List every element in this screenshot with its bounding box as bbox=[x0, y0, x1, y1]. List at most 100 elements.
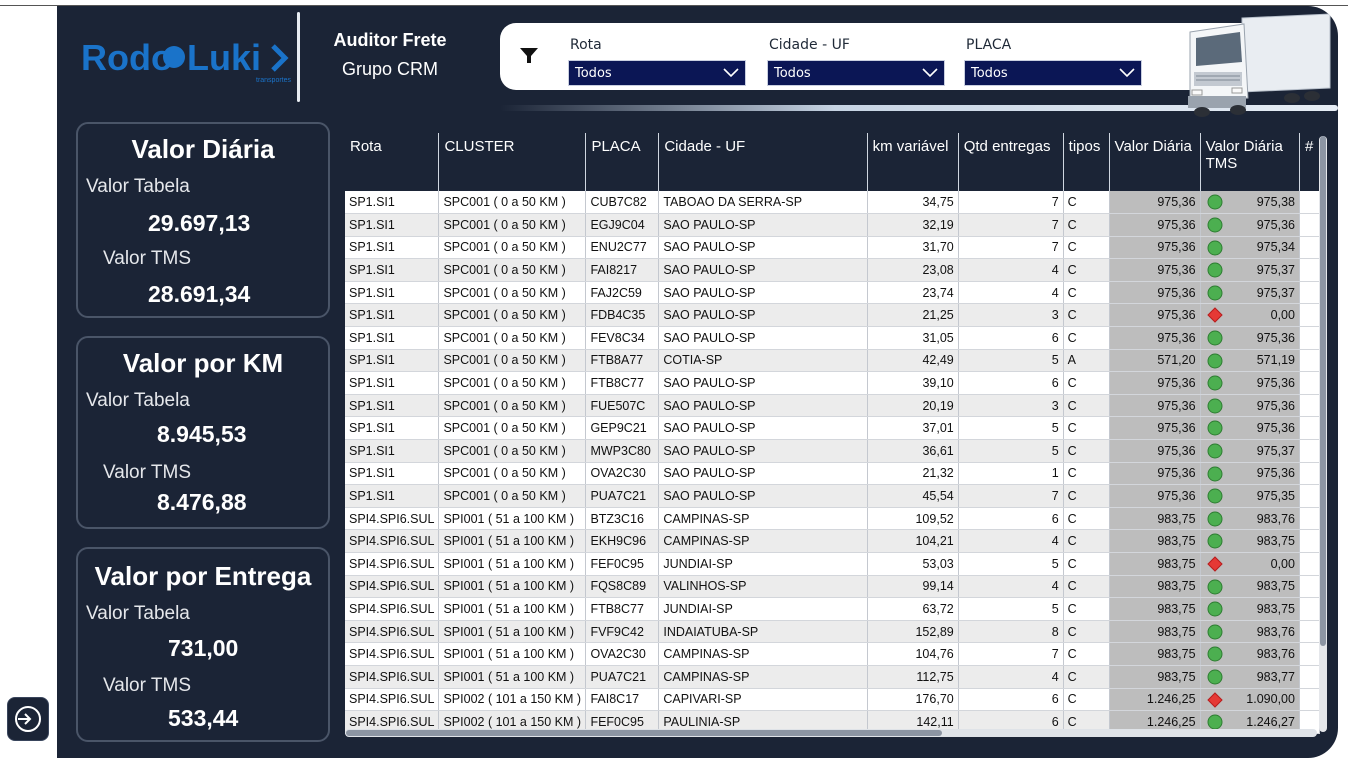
cell-rota: SPI4.SPI6.SUL bbox=[345, 710, 440, 734]
cell-valor-diaria-tms-value: 1.246,27 bbox=[1246, 714, 1295, 729]
table-row[interactable]: SP1.SI1 SPC001 ( 0 a 50 KM ) FUE507C SAO PA… bbox=[345, 394, 1321, 418]
table-row[interactable]: SPI4.SPI6.SUL SPI001 ( 51 a 100 KM ) FTB8C… bbox=[345, 597, 1321, 621]
cell-km: 31,05 bbox=[867, 326, 959, 350]
cell-extra bbox=[1299, 552, 1321, 576]
cell-rota: SP1.SI1 bbox=[345, 349, 440, 373]
card-km-value-tms: 8.476,88 bbox=[157, 489, 247, 515]
cell-km: 42,49 bbox=[867, 349, 959, 373]
table-row[interactable]: SPI4.SPI6.SUL SPI002 ( 101 a 150 KM ) FEF0… bbox=[345, 710, 1321, 734]
table-row[interactable]: SP1.SI1 SPC001 ( 0 a 50 KM ) FAJ2C59 SAO PA… bbox=[345, 281, 1321, 305]
cell-valor-diaria-tms-value: 975,36 bbox=[1256, 330, 1295, 345]
status-ok-icon bbox=[1207, 420, 1223, 436]
cell-rota: SP1.SI1 bbox=[345, 281, 440, 305]
filter-placa-select[interactable]: Todos bbox=[964, 60, 1142, 86]
col-header-qtd[interactable]: Qtd entregas bbox=[958, 133, 1064, 191]
table-row[interactable]: SPI4.SPI6.SUL SPI001 ( 51 a 100 KM ) FVF9C… bbox=[345, 620, 1321, 644]
col-header-km[interactable]: km variável bbox=[867, 133, 959, 191]
cell-qtd: 4 bbox=[958, 575, 1064, 599]
cell-valor-diaria-tms: 571,19 bbox=[1200, 349, 1300, 373]
col-header-valor-diaria[interactable]: Valor Diária bbox=[1109, 133, 1201, 191]
cell-km: 109,52 bbox=[867, 507, 959, 531]
cell-valor-diaria-tms: 983,77 bbox=[1200, 665, 1300, 689]
table-row[interactable]: SP1.SI1 SPC001 ( 0 a 50 KM ) MWP3C80 SAO PA… bbox=[345, 439, 1321, 463]
cell-valor-diaria-tms-value: 975,37 bbox=[1256, 443, 1295, 458]
filter-cidade-select[interactable]: Todos bbox=[767, 60, 945, 86]
cell-valor-diaria-tms-value: 0,00 bbox=[1270, 556, 1295, 571]
cell-valor-diaria-tms-value: 983,75 bbox=[1256, 579, 1295, 594]
cell-qtd: 4 bbox=[958, 665, 1064, 689]
logo-text-left: Rodo bbox=[81, 37, 173, 78]
table-row[interactable]: SP1.SI1 SPC001 ( 0 a 50 KM ) FDB4C35 SAO PA… bbox=[345, 303, 1321, 328]
table-row[interactable]: SPI4.SPI6.SUL SPI001 ( 51 a 100 KM ) EKH9C… bbox=[345, 529, 1321, 553]
cell-cluster: SPI001 ( 51 a 100 KM ) bbox=[438, 507, 587, 531]
status-ok-icon bbox=[1207, 353, 1223, 369]
col-header-cidade[interactable]: Cidade - UF bbox=[658, 133, 868, 191]
table-row[interactable]: SPI4.SPI6.SUL SPI001 ( 51 a 100 KM ) PUA7C… bbox=[345, 665, 1321, 689]
cell-extra bbox=[1299, 642, 1321, 666]
col-header-valor-diaria-tms[interactable]: Valor Diária TMS bbox=[1200, 133, 1300, 191]
exit-button[interactable] bbox=[7, 697, 49, 741]
status-ok-icon bbox=[1207, 194, 1223, 210]
table-row[interactable]: SPI4.SPI6.SUL SPI001 ( 51 a 100 KM ) FEF0C… bbox=[345, 552, 1321, 576]
table-row[interactable]: SP1.SI1 SPC001 ( 0 a 50 KM ) FTB8A77 COTIA-… bbox=[345, 349, 1321, 373]
cell-valor-diaria: 975,36 bbox=[1109, 258, 1201, 282]
cell-tipos: C bbox=[1063, 507, 1110, 531]
cell-extra bbox=[1299, 439, 1321, 463]
table-row[interactable]: SPI4.SPI6.SUL SPI001 ( 51 a 100 KM ) FQS8C… bbox=[345, 575, 1321, 599]
cell-placa: EGJ9C04 bbox=[585, 213, 660, 237]
header-divider bbox=[297, 12, 300, 102]
table-row[interactable]: SPI4.SPI6.SUL SPI001 ( 51 a 100 KM ) OVA2C… bbox=[345, 642, 1321, 666]
table-row[interactable]: SP1.SI1 SPC001 ( 0 a 50 KM ) GEP9C21 SAO PA… bbox=[345, 416, 1321, 441]
filter-rota-value: Todos bbox=[575, 65, 612, 81]
cell-valor-diaria: 975,36 bbox=[1109, 281, 1201, 305]
table-row[interactable]: SP1.SI1 SPC001 ( 0 a 50 KM ) FEV8C34 SAO PA… bbox=[345, 326, 1321, 350]
cell-valor-diaria-tms-value: 975,36 bbox=[1256, 466, 1295, 481]
cell-placa: OVA2C30 bbox=[585, 462, 660, 486]
table-row[interactable]: SP1.SI1 SPC001 ( 0 a 50 KM ) FAI8217 SAO PA… bbox=[345, 258, 1321, 282]
filter-placa-value: Todos bbox=[971, 65, 1008, 81]
card-valor-entrega: Valor por Entrega Valor Tabela 731,00 Va… bbox=[76, 547, 330, 742]
logo-text-right: Luki bbox=[187, 37, 261, 78]
cell-km: 36,61 bbox=[867, 439, 959, 463]
status-ok-icon bbox=[1207, 398, 1223, 414]
logo-tagline: transportes bbox=[256, 77, 291, 84]
cell-qtd: 5 bbox=[958, 439, 1064, 463]
card-entrega-value-tms: 533,44 bbox=[168, 705, 239, 731]
col-header-tipos[interactable]: tipos bbox=[1063, 133, 1110, 191]
col-header-cluster[interactable]: CLUSTER bbox=[438, 133, 587, 191]
card-km-label-tabela: Valor Tabela bbox=[86, 390, 190, 411]
horizontal-scrollbar-thumb[interactable] bbox=[346, 730, 942, 736]
cell-valor-diaria-tms-value: 983,76 bbox=[1256, 647, 1295, 662]
cell-km: 99,14 bbox=[867, 575, 959, 599]
cell-tipos: C bbox=[1063, 213, 1110, 237]
cell-valor-diaria-tms: 983,76 bbox=[1200, 507, 1300, 531]
vertical-scrollbar-thumb[interactable] bbox=[1320, 136, 1326, 646]
table-row[interactable]: SPI4.SPI6.SUL SPI002 ( 101 a 150 KM ) FAI8… bbox=[345, 688, 1321, 712]
card-km-label-tms: Valor TMS bbox=[103, 462, 191, 483]
cell-tipos: A bbox=[1063, 349, 1110, 373]
col-header-extra[interactable]: # bbox=[1304, 138, 1314, 155]
cell-placa: FUE507C bbox=[585, 394, 660, 418]
cell-placa: FVF9C42 bbox=[585, 620, 660, 644]
cell-valor-diaria-tms-value: 975,38 bbox=[1256, 195, 1295, 210]
cell-valor-diaria-tms: 975,36 bbox=[1200, 213, 1300, 237]
table-row[interactable]: SP1.SI1 SPC001 ( 0 a 50 KM ) PUA7C21 SAO PA… bbox=[345, 484, 1321, 508]
rodoluki-logo: Rodo Luki transportes bbox=[81, 37, 291, 84]
cell-extra bbox=[1299, 484, 1321, 508]
cell-rota: SPI4.SPI6.SUL bbox=[345, 575, 440, 599]
cell-cluster: SPC001 ( 0 a 50 KM ) bbox=[438, 303, 587, 328]
table-row[interactable]: SP1.SI1 SPC001 ( 0 a 50 KM ) FTB8C77 SAO PA… bbox=[345, 371, 1321, 395]
filter-rota-select[interactable]: Todos bbox=[568, 60, 746, 86]
cell-qtd: 7 bbox=[958, 191, 1064, 215]
col-header-rota[interactable]: Rota bbox=[345, 133, 440, 191]
cell-qtd: 7 bbox=[958, 642, 1064, 666]
table-row[interactable]: SP1.SI1 SPC001 ( 0 a 50 KM ) EGJ9C04 SAO PA… bbox=[345, 213, 1321, 237]
cell-cidade: VALINHOS-SP bbox=[658, 575, 868, 599]
table-row[interactable]: SP1.SI1 SPC001 ( 0 a 50 KM ) CUB7C82 TABOAO… bbox=[345, 191, 1321, 215]
table-row[interactable]: SP1.SI1 SPC001 ( 0 a 50 KM ) OVA2C30 SAO PA… bbox=[345, 462, 1321, 486]
cell-qtd: 4 bbox=[958, 258, 1064, 282]
col-header-placa[interactable]: PLACA bbox=[585, 133, 660, 191]
table-row[interactable]: SP1.SI1 SPC001 ( 0 a 50 KM ) ENU2C77 SAO PA… bbox=[345, 236, 1321, 260]
cell-qtd: 6 bbox=[958, 326, 1064, 350]
table-row[interactable]: SPI4.SPI6.SUL SPI001 ( 51 a 100 KM ) BTZ3C… bbox=[345, 507, 1321, 531]
